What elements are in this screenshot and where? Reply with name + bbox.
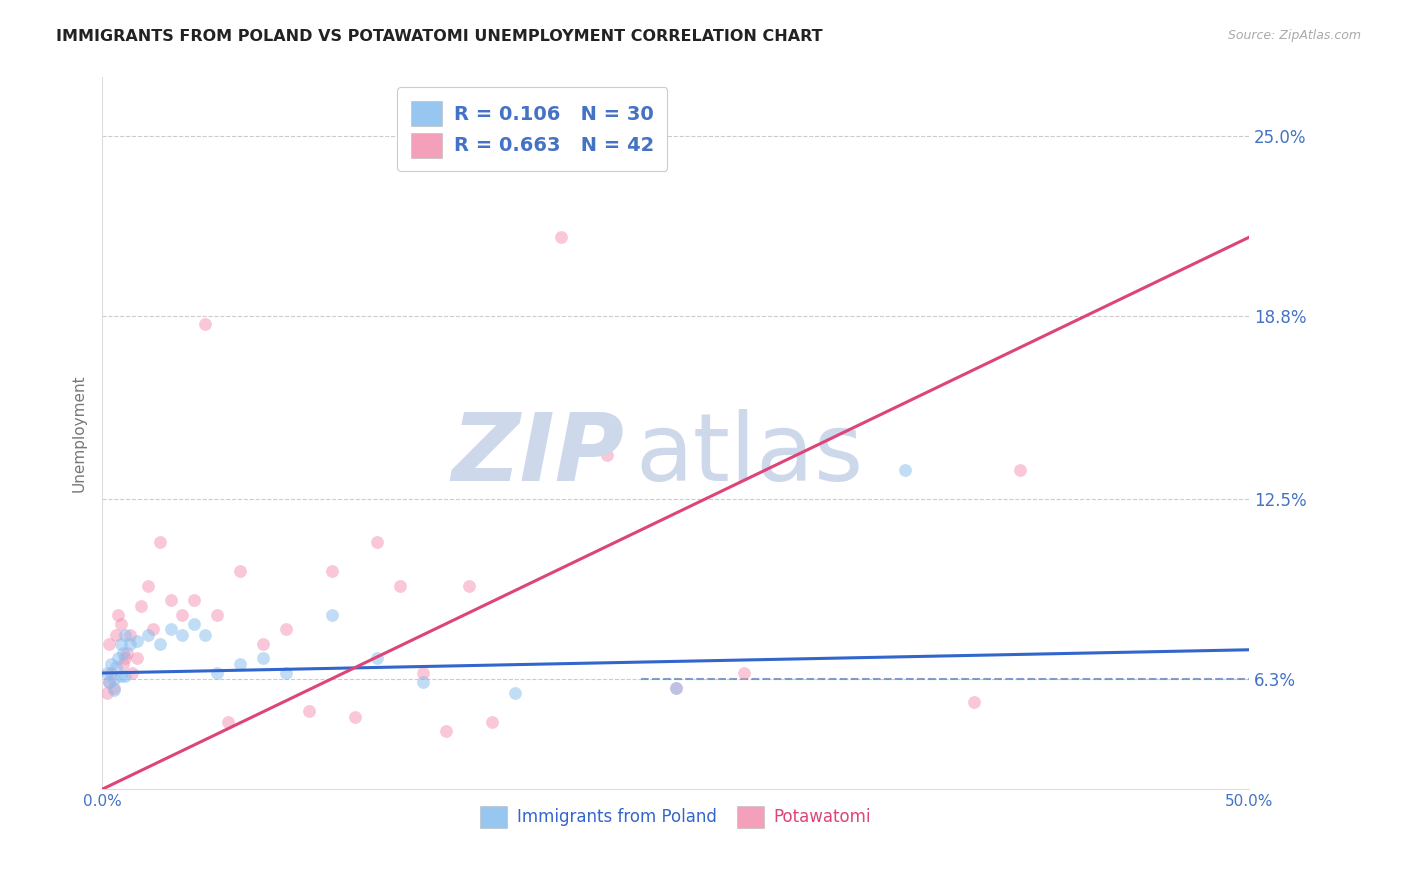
Point — [114, 628, 136, 642]
Point — [194, 628, 217, 642]
Point — [103, 681, 125, 695]
Point — [148, 637, 170, 651]
Point — [321, 565, 343, 579]
Point — [121, 665, 143, 680]
Point — [148, 535, 170, 549]
Point — [434, 724, 457, 739]
Point — [963, 695, 986, 709]
Point — [596, 448, 619, 462]
Point — [734, 665, 756, 680]
Point — [100, 657, 122, 672]
Point — [107, 607, 129, 622]
Point — [183, 616, 205, 631]
Text: atlas: atlas — [636, 409, 863, 500]
Point — [125, 634, 148, 648]
Point — [389, 579, 412, 593]
Point — [104, 660, 127, 674]
Point — [321, 607, 343, 622]
Point — [111, 657, 134, 672]
Point — [172, 607, 194, 622]
Point — [665, 681, 688, 695]
Point — [103, 672, 125, 686]
Point — [104, 628, 127, 642]
Y-axis label: Unemployment: Unemployment — [72, 375, 86, 492]
Point — [98, 674, 121, 689]
Point — [183, 593, 205, 607]
Point — [550, 230, 572, 244]
Point — [110, 637, 132, 651]
Point — [118, 637, 141, 651]
Point — [160, 623, 183, 637]
Point — [98, 637, 121, 651]
Point — [110, 616, 132, 631]
Point — [205, 665, 228, 680]
Point — [412, 665, 434, 680]
Point — [142, 623, 165, 637]
Text: IMMIGRANTS FROM POLAND VS POTAWATOMI UNEMPLOYMENT CORRELATION CHART: IMMIGRANTS FROM POLAND VS POTAWATOMI UNE… — [56, 29, 823, 44]
Point — [100, 665, 122, 680]
Point — [481, 715, 503, 730]
Point — [111, 646, 134, 660]
Point — [252, 651, 274, 665]
Point — [110, 669, 132, 683]
Point — [136, 579, 159, 593]
Point — [98, 674, 121, 689]
Point — [298, 704, 321, 718]
Point — [136, 628, 159, 642]
Point — [1008, 463, 1031, 477]
Point — [103, 683, 125, 698]
Point — [125, 651, 148, 665]
Point — [96, 686, 118, 700]
Point — [96, 665, 118, 680]
Point — [252, 637, 274, 651]
Point — [160, 593, 183, 607]
Point — [274, 623, 297, 637]
Point — [665, 681, 688, 695]
Point — [117, 646, 139, 660]
Point — [194, 318, 217, 332]
Point — [129, 599, 152, 614]
Text: Source: ZipAtlas.com: Source: ZipAtlas.com — [1227, 29, 1361, 42]
Point — [503, 686, 526, 700]
Text: ZIP: ZIP — [451, 409, 624, 500]
Legend: Immigrants from Poland, Potawatomi: Immigrants from Poland, Potawatomi — [474, 799, 877, 834]
Point — [412, 674, 434, 689]
Point — [894, 463, 917, 477]
Point — [107, 651, 129, 665]
Point — [458, 579, 481, 593]
Point — [343, 709, 366, 723]
Point — [118, 628, 141, 642]
Point — [229, 657, 252, 672]
Point — [366, 535, 388, 549]
Point — [205, 607, 228, 622]
Point — [114, 651, 136, 665]
Point — [274, 665, 297, 680]
Point — [172, 628, 194, 642]
Point — [229, 565, 252, 579]
Point — [114, 669, 136, 683]
Point — [217, 715, 239, 730]
Point — [366, 651, 388, 665]
